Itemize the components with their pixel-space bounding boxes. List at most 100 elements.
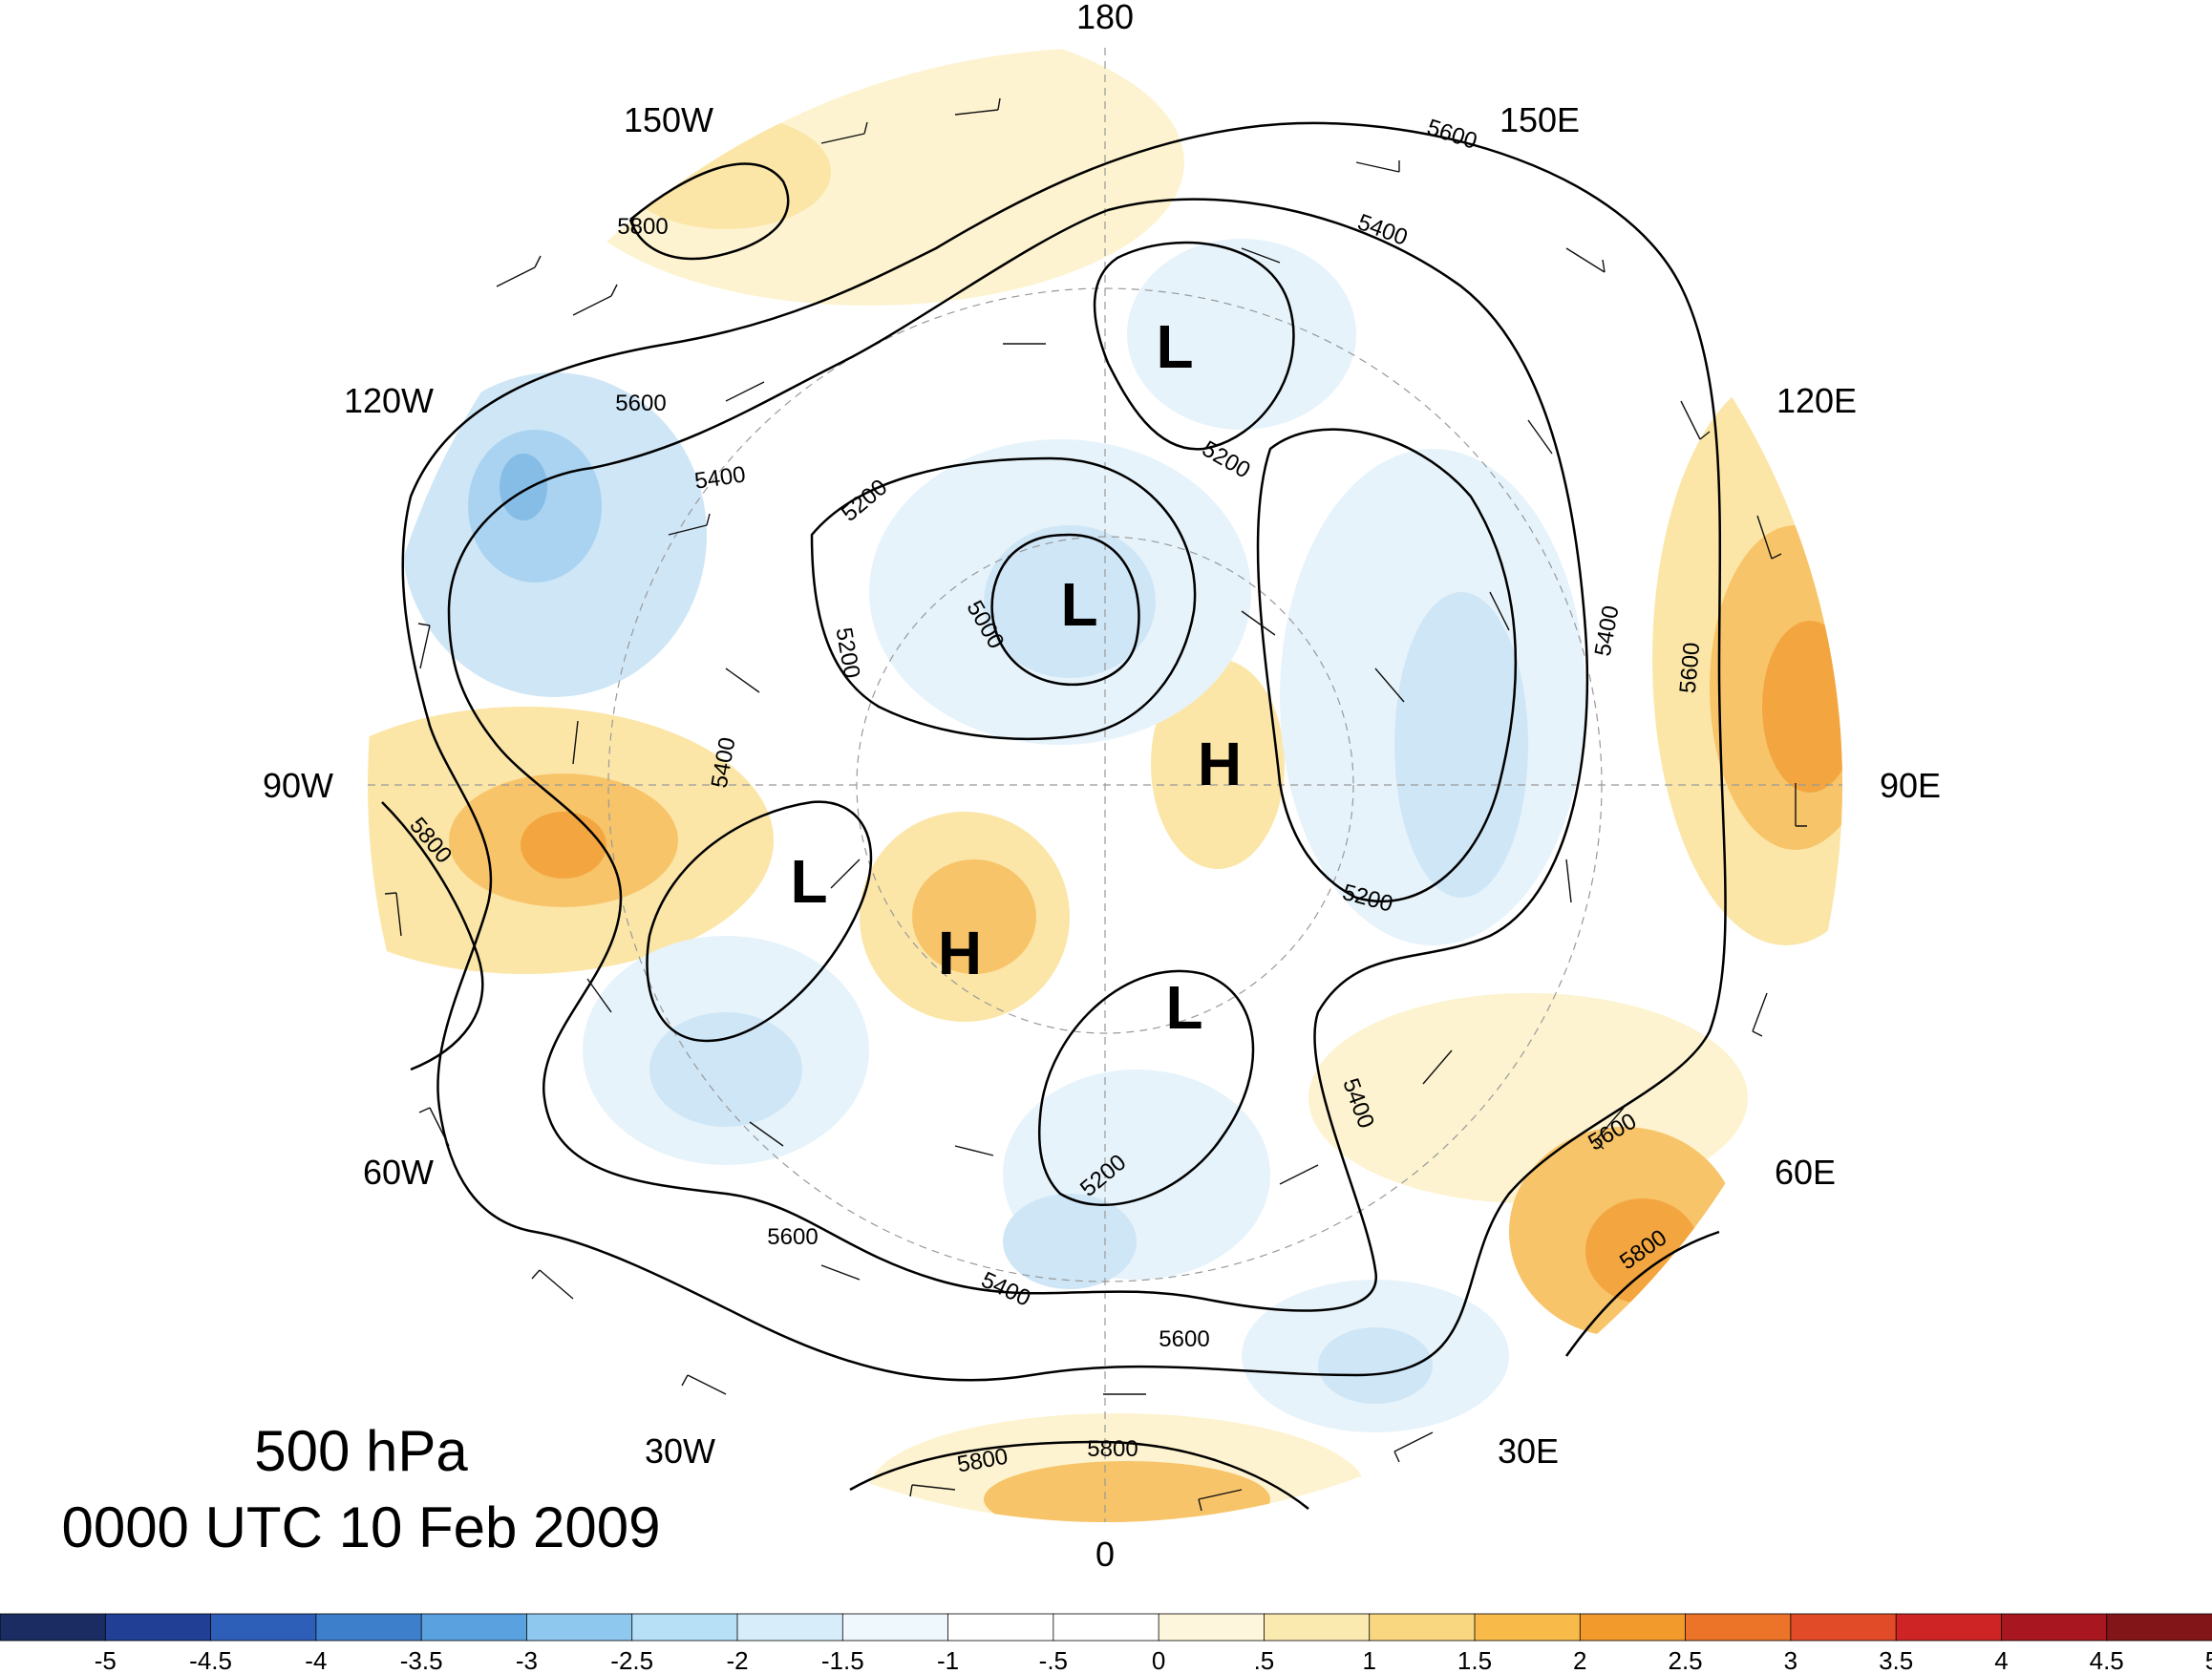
contour-label: 5600 [615,391,666,416]
colorbar-tick-label: .5 [1254,1646,1275,1674]
wind-barbs [384,97,1807,1512]
low-center-scandinavia: L [1165,973,1202,1042]
colorbar-swatch [1158,1613,1266,1642]
contour-label: 5800 [617,214,668,240]
colorbar-swatch [841,1613,949,1642]
warm-anomaly-greenland-core [912,859,1036,974]
lon-label-90e: 90E [1880,766,1941,805]
colorbar-tick-label: 5 [2205,1646,2212,1674]
lon-label-0: 0 [1095,1535,1115,1574]
graticule [368,48,1842,1522]
figure-title: 500 hPa 0000 UTC 10 Feb 2009 [61,1419,660,1559]
colorbar-tick-label: 1.5 [1457,1646,1492,1674]
colorbar-swatch [315,1613,423,1642]
high-center-pole: H [1198,730,1242,798]
colorbar-tick-label: -2 [726,1646,748,1674]
low-center-siberia: L [1156,312,1193,381]
lon-label-120w: 120W [344,381,434,420]
warm-anomaly-east-peak [1762,621,1842,793]
colorbar-tick-label: -1 [937,1646,959,1674]
title-level: 500 hPa [254,1419,468,1483]
contour-label: 5600 [1159,1326,1209,1352]
colorbar-swatch [1685,1613,1792,1642]
warm-anomaly-pole [1151,659,1285,869]
colorbar-swatch [0,1613,107,1642]
lon-label-60e: 60E [1775,1153,1836,1192]
lon-label-30w: 30W [645,1431,715,1471]
contour-5800-south [849,1440,1309,1510]
parallel-circle [607,287,1603,1282]
colorbar-tick-label: 0 [1152,1646,1165,1674]
colorbar-swatch [947,1613,1054,1642]
low-center-arctic: L [1060,570,1097,639]
colorbar-tick-label: -.5 [1039,1646,1068,1674]
colorbar-tick-label: -2.5 [610,1646,653,1674]
colorbar-swatch [631,1613,738,1642]
lon-label-90w: 90W [263,766,333,805]
colorbar-tick-label: 2 [1573,1646,1586,1674]
colorbar-tick-label: -4.5 [189,1646,232,1674]
cool-anomaly-eurasia-core [1394,592,1528,898]
colorbar-swatch [1579,1613,1687,1642]
colorbar-swatch [1053,1613,1160,1642]
colorbar-swatch [420,1613,528,1642]
colorbar-tick-label: -5 [95,1646,117,1674]
warm-anomaly-south-core [984,1461,1270,1522]
colorbar-tick-label: -1.5 [821,1646,864,1674]
cool-anomaly-mideast-core [1318,1327,1433,1404]
contour-label: 5800 [1087,1436,1138,1462]
contour-5200-atlantic [646,800,873,1043]
colorbar-swatch [526,1613,633,1642]
contour-5200-eurasia [1256,428,1518,903]
height-contours [381,121,1727,1510]
contour-5200-arctic [810,456,1197,740]
colorbar-tick-label: -4 [305,1646,327,1674]
colorbar-swatch [1790,1613,1898,1642]
pressure-centers: L L H L H L [790,312,1242,1042]
colorbar-swatch [210,1613,317,1642]
colorbar-swatch [104,1613,212,1642]
cool-anomaly-arctic-core [984,525,1156,678]
colorbar-swatch [1264,1613,1371,1642]
contour-5200-north [1093,241,1295,451]
contour-5200-europe [1037,969,1255,1207]
warm-anomaly-north [554,48,1184,306]
cool-anomaly-siberia [1127,239,1356,430]
colorbar-tick-label: 2.5 [1668,1646,1702,1674]
cool-anomaly-canada-peak [500,454,547,520]
colorbar-swatch [736,1613,844,1642]
parallel-circle-inner [856,536,1354,1034]
colorbar-swatch [2001,1613,2108,1642]
cool-anomaly-europe-core [1003,1194,1137,1289]
high-center-greenland: H [938,919,982,987]
colorbar-tick-label: -3 [516,1646,538,1674]
contour-5800-north [628,162,790,261]
lon-label-150w: 150W [624,100,713,139]
polar-stereographic-map: L L H L H L 5800 5600 5400 5600 5400 520… [368,48,1842,1522]
colorbar-swatch [1474,1613,1582,1642]
contour-5800-southeast [1564,1230,1720,1357]
lon-label-30e: 30E [1498,1431,1559,1471]
lon-label-150e: 150E [1499,100,1580,139]
contour-5800-west [381,801,484,1071]
colorbar-tick-label: 1 [1362,1646,1375,1674]
colorbar: -5 -4.5 -4 -3.5 -3 -2.5 -2 -1.5 -1 -.5 0 .5 1 1.5 2 2.5… [0,1613,2212,1674]
contour-5600 [401,121,1727,1382]
low-center-hudson: L [790,847,827,916]
colorbar-tick-label: 4.5 [2090,1646,2124,1674]
contour-label: 5600 [1675,642,1706,695]
lon-label-60w: 60W [363,1153,434,1192]
contour-label: 5600 [767,1224,818,1250]
colorbar-swatch [2106,1613,2212,1642]
colorbar-swatch [1369,1613,1476,1642]
longitude-labels: 180 150W 150E 120W 120E 90W 90E 60W 60E … [263,0,1941,1574]
colorbar-tick-label: 3.5 [1879,1646,1913,1674]
warm-anomaly-west-peak [521,812,606,879]
colorbar-swatch [1895,1613,2003,1642]
contour-5000 [990,533,1140,687]
lon-label-180: 180 [1076,0,1134,36]
colorbar-tick-label: 3 [1784,1646,1797,1674]
colorbar-tick-label: -3.5 [400,1646,443,1674]
title-time: 0000 UTC 10 Feb 2009 [61,1495,660,1559]
